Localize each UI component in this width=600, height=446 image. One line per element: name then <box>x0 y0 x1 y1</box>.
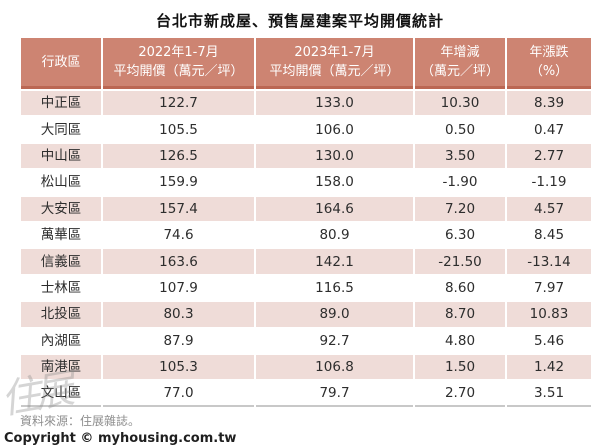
cell-yoy-pct: 1.42 <box>507 354 591 380</box>
cell-avg-2022: 87.9 <box>103 328 254 353</box>
cell-yoy-change: 1.50 <box>415 354 505 380</box>
cell-avg-2023: 80.9 <box>256 222 413 248</box>
cell-district: 大同區 <box>21 117 101 142</box>
cell-avg-2022: 157.4 <box>103 196 254 221</box>
table-row: 北投區 80.3 89.0 8.70 10.83 <box>21 302 591 327</box>
cell-yoy-pct: 5.46 <box>507 328 591 353</box>
table-row: 信義區 163.6 142.1 -21.50 -13.14 <box>21 249 591 274</box>
col-header-2023-price: 2023年1-7月 平均開價（萬元／坪） <box>256 38 413 89</box>
cell-district: 松山區 <box>21 170 101 195</box>
table-row: 萬華區 74.6 80.9 6.30 8.45 <box>21 222 591 248</box>
col-header-district: 行政區 <box>21 38 101 89</box>
cell-avg-2022: 126.5 <box>103 143 254 169</box>
table-row: 內湖區 87.9 92.7 4.80 5.46 <box>21 328 591 353</box>
cell-yoy-pct: 10.83 <box>507 302 591 327</box>
table-row: 中山區 126.5 130.0 3.50 2.77 <box>21 143 591 169</box>
cell-avg-2022: 77.0 <box>103 381 254 408</box>
cell-yoy-change: 7.20 <box>415 196 505 221</box>
header-row: 行政區 2022年1-7月 平均開價（萬元／坪） 2023年1-7月 平均開價（萬元… <box>21 38 591 89</box>
cell-yoy-pct: -1.19 <box>507 170 591 195</box>
table-row: 士林區 107.9 116.5 8.60 7.97 <box>21 275 591 301</box>
cell-district: 文山區 <box>21 381 101 408</box>
table-row: 南港區 105.3 106.8 1.50 1.42 <box>21 354 591 380</box>
source-note: 資料來源：住展雜誌。 <box>20 414 141 429</box>
table-row: 大同區 105.5 106.0 0.50 0.47 <box>21 117 591 142</box>
cell-avg-2023: 133.0 <box>256 91 413 116</box>
cell-avg-2023: 116.5 <box>256 275 413 301</box>
cell-yoy-pct: 8.39 <box>507 91 591 116</box>
cell-yoy-pct: 3.51 <box>507 381 591 408</box>
cell-avg-2022: 122.7 <box>103 91 254 116</box>
cell-avg-2022: 80.3 <box>103 302 254 327</box>
cell-district: 士林區 <box>21 275 101 301</box>
cell-yoy-pct: 0.47 <box>507 117 591 142</box>
copyright: Copyright © myhousing.com.tw <box>4 431 237 446</box>
cell-district: 南港區 <box>21 354 101 380</box>
col-header-yoy-change: 年增減 （萬元／坪） <box>415 38 505 89</box>
cell-yoy-change: -1.90 <box>415 170 505 195</box>
cell-yoy-pct: 7.97 <box>507 275 591 301</box>
cell-yoy-change: 8.70 <box>415 302 505 327</box>
cell-district: 中山區 <box>21 143 101 169</box>
price-table: 行政區 2022年1-7月 平均開價（萬元／坪） 2023年1-7月 平均開價（萬元… <box>19 36 593 409</box>
table-row: 大安區 157.4 164.6 7.20 4.57 <box>21 196 591 221</box>
cell-yoy-change: -21.50 <box>415 249 505 274</box>
cell-avg-2022: 105.5 <box>103 117 254 142</box>
cell-district: 萬華區 <box>21 222 101 248</box>
cell-yoy-change: 2.70 <box>415 381 505 408</box>
cell-avg-2023: 130.0 <box>256 143 413 169</box>
table-row: 松山區 159.9 158.0 -1.90 -1.19 <box>21 170 591 195</box>
cell-avg-2022: 163.6 <box>103 249 254 274</box>
table-row: 中正區 122.7 133.0 10.30 8.39 <box>21 91 591 116</box>
cell-avg-2023: 79.7 <box>256 381 413 408</box>
cell-yoy-change: 10.30 <box>415 91 505 116</box>
cell-yoy-pct: 8.45 <box>507 222 591 248</box>
cell-yoy-change: 4.80 <box>415 328 505 353</box>
cell-yoy-change: 6.30 <box>415 222 505 248</box>
col-header-yoy-pct: 年漲跌 （%） <box>507 38 591 89</box>
cell-yoy-change: 8.60 <box>415 275 505 301</box>
cell-yoy-pct: 4.57 <box>507 196 591 221</box>
cell-yoy-pct: 2.77 <box>507 143 591 169</box>
cell-avg-2023: 164.6 <box>256 196 413 221</box>
cell-avg-2022: 159.9 <box>103 170 254 195</box>
col-header-2022-price: 2022年1-7月 平均開價（萬元／坪） <box>103 38 254 89</box>
cell-district: 北投區 <box>21 302 101 327</box>
cell-avg-2023: 106.8 <box>256 354 413 380</box>
cell-avg-2022: 105.3 <box>103 354 254 380</box>
cell-district: 大安區 <box>21 196 101 221</box>
cell-avg-2023: 89.0 <box>256 302 413 327</box>
table-row: 文山區 77.0 79.7 2.70 3.51 <box>21 381 591 408</box>
cell-yoy-change: 3.50 <box>415 143 505 169</box>
cell-district: 內湖區 <box>21 328 101 353</box>
col-header-district-label: 行政區 <box>41 54 81 70</box>
cell-district: 信義區 <box>21 249 101 274</box>
cell-district: 中正區 <box>21 91 101 116</box>
cell-avg-2022: 74.6 <box>103 222 254 248</box>
cell-yoy-change: 0.50 <box>415 117 505 142</box>
cell-avg-2023: 92.7 <box>256 328 413 353</box>
page-title: 台北市新成屋、預售屋建案平均開價統計 <box>155 12 444 30</box>
cell-avg-2023: 158.0 <box>256 170 413 195</box>
cell-avg-2023: 106.0 <box>256 117 413 142</box>
cell-avg-2023: 142.1 <box>256 249 413 274</box>
cell-yoy-pct: -13.14 <box>507 249 591 274</box>
cell-avg-2022: 107.9 <box>103 275 254 301</box>
